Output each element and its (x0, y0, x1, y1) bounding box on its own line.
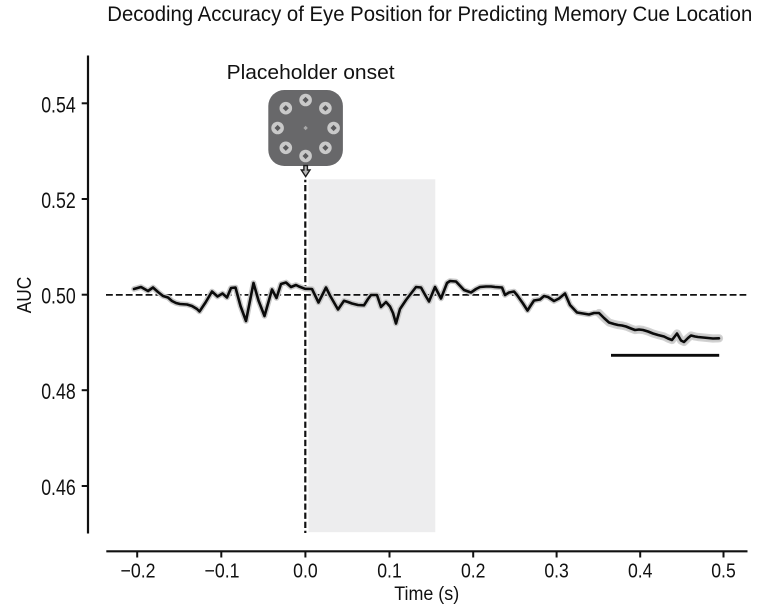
svg-text:0.48: 0.48 (41, 379, 76, 404)
svg-text:−0.2: −0.2 (121, 561, 156, 583)
svg-text:−0.1: −0.1 (205, 561, 240, 583)
svg-text:0.46: 0.46 (41, 475, 76, 500)
svg-text:Decoding Accuracy of Eye Posit: Decoding Accuracy of Eye Position for Pr… (107, 3, 752, 26)
svg-text:0.5: 0.5 (711, 561, 736, 583)
svg-text:0.1: 0.1 (377, 561, 402, 583)
svg-text:0.54: 0.54 (41, 92, 76, 117)
svg-text:0.50: 0.50 (41, 284, 76, 309)
svg-text:0.4: 0.4 (628, 561, 653, 583)
svg-text:Time (s): Time (s) (394, 583, 459, 605)
svg-text:0.52: 0.52 (41, 188, 76, 213)
svg-text:Placeholder onset: Placeholder onset (227, 62, 395, 84)
svg-text:AUC: AUC (14, 277, 36, 314)
svg-text:0.2: 0.2 (461, 561, 486, 583)
svg-text:0.3: 0.3 (544, 561, 569, 583)
svg-text:0.0: 0.0 (293, 561, 318, 583)
